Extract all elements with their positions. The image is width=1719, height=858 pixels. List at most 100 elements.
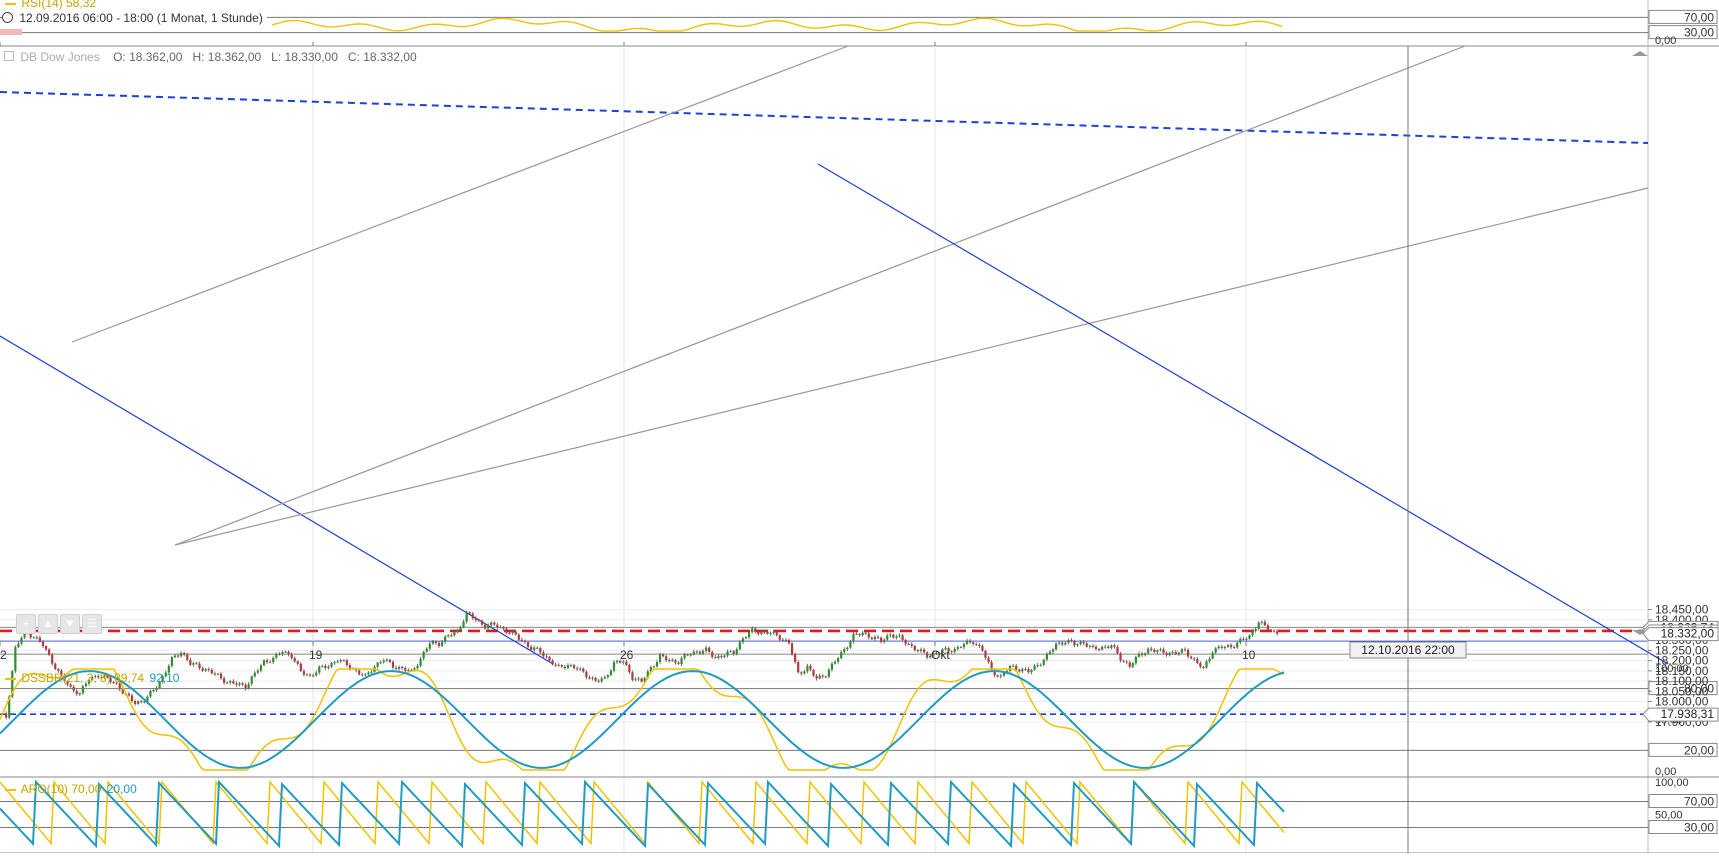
price-label-box [1642,707,1719,722]
candle-body [996,675,999,677]
candle-body [637,678,640,680]
undefined-axis-label: 100,00 [1655,777,1689,789]
trend-line [817,163,1669,665]
x-tick-label: 19 [309,648,323,662]
candle-body [299,663,302,672]
scroll-down-button[interactable]: ▼ [60,614,80,634]
candle-body [505,628,508,633]
candle-body [115,682,118,684]
candle-body [591,677,594,679]
candle-body [385,659,388,661]
candle-body [1272,630,1276,632]
trend-line [174,187,1649,546]
candle-body [1067,640,1070,643]
candle-body [539,647,542,653]
scroll-up-button[interactable]: ▲ [38,614,58,634]
candle-body [1122,660,1125,662]
candle-body [526,642,530,647]
settings-button[interactable]: ☰ [82,614,102,634]
candle-body [1266,625,1270,631]
candle-body [551,660,554,665]
candle-body [1196,659,1199,663]
candle-body [321,665,324,667]
candle-body [944,648,947,650]
period-selector[interactable]: 12.09.2016 06:00 - 18:00 (1 Monat, 1 Stu… [2,11,267,25]
candle-body [195,663,198,665]
candle-body [1027,668,1030,673]
candle-body [496,624,499,628]
candle-body [29,632,32,638]
candle-body [864,632,867,634]
candle-body [889,634,892,636]
candle-body [520,639,523,641]
candle-body [84,683,88,687]
candle-body [674,659,677,663]
candle-body [462,621,465,628]
candle-body [757,631,760,635]
candle-body [846,647,849,650]
candle-body [732,651,735,654]
rsi-level-label: 70,00 [1684,10,1714,24]
candle-body [170,657,174,666]
candle-body [1186,649,1190,657]
candle-body [999,675,1002,677]
candle-body [1101,646,1104,650]
candle-body [987,657,990,663]
candle-body [388,659,391,662]
candle-body [210,669,213,674]
candle-body [1073,641,1076,646]
candle-body [843,649,846,653]
candle-body [410,669,413,671]
candle-body [453,631,456,636]
candle-body [662,654,665,657]
candle-body [508,632,511,634]
candle-body [428,643,431,649]
rsi-level-label: 30,00 [1684,26,1714,40]
rsi-oversold-fill [0,29,22,35]
candle-body [447,635,450,637]
candle-body [315,672,318,676]
candle-body [204,669,207,671]
candle-body [600,678,603,682]
candle-body [143,701,146,703]
rsi-line [271,17,1283,32]
candle-body [106,675,109,678]
candle-body [646,671,649,679]
ohlc-values: O: 18.362,00 H: 18.362,00 L: 18.330,00 C… [113,50,417,64]
rsi-legend: RSI(14) 58,32 [5,0,96,10]
candle-body [305,674,309,676]
zoom-in-button[interactable]: + [16,614,36,634]
candle-body [763,631,766,633]
candle-body [44,646,48,650]
candle-body [1024,668,1027,670]
candle-body [625,661,628,665]
candle-body [440,642,444,646]
candle-body [714,656,717,658]
candle-body [348,665,352,669]
y-tick-label: 18.100,00 [1655,674,1709,688]
candle-body [493,622,496,625]
candle-body [898,635,901,637]
candle-body [490,622,493,626]
candle-body [800,672,803,674]
candle-body [858,633,861,636]
candle-body [379,662,382,664]
instrument-header: DB Dow Jones O: 18.362,00 H: 18.362,00 L… [4,50,417,64]
candle-body [480,620,484,625]
candle-body [634,679,637,681]
candle-body [1171,651,1174,653]
candle-body [517,634,520,640]
candle-body [852,633,855,642]
candle-body [180,652,183,657]
candle-body [815,675,818,679]
candle-body [962,643,966,648]
candle-body [530,646,533,650]
candle-body [1242,638,1245,640]
undefined-level-label: 20,00 [1684,743,1714,757]
candle-body [545,656,548,658]
candle-body [932,652,935,656]
arrow-down-icon: ▼ [64,618,76,630]
candle-body [913,645,916,651]
